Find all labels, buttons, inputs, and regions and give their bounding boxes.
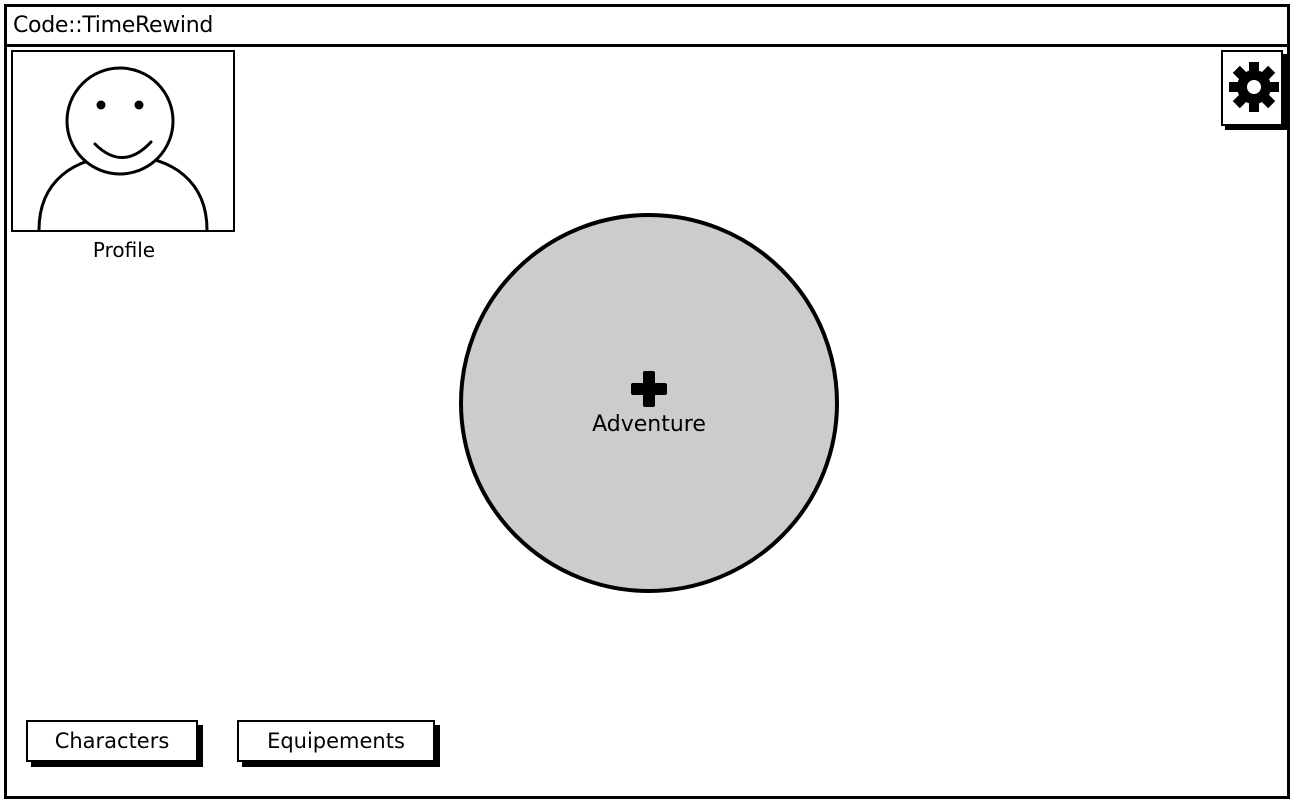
gear-icon (1229, 62, 1279, 112)
title-bar: Code::TimeRewind (7, 7, 1287, 47)
settings-button[interactable] (1221, 50, 1283, 126)
profile-label: Profile (92, 238, 156, 262)
window-title: Code::TimeRewind (13, 13, 214, 38)
equipements-button[interactable]: Equipements (237, 720, 435, 762)
characters-button[interactable]: Characters (26, 720, 198, 762)
new-adventure-button[interactable]: Adventure (459, 213, 839, 593)
adventure-label: Adventure (592, 412, 706, 437)
profile-avatar-button[interactable] (11, 50, 235, 232)
plus-icon (631, 371, 667, 407)
user-avatar-icon (37, 66, 209, 230)
app-window: Code::TimeRewind Profile (4, 4, 1290, 799)
